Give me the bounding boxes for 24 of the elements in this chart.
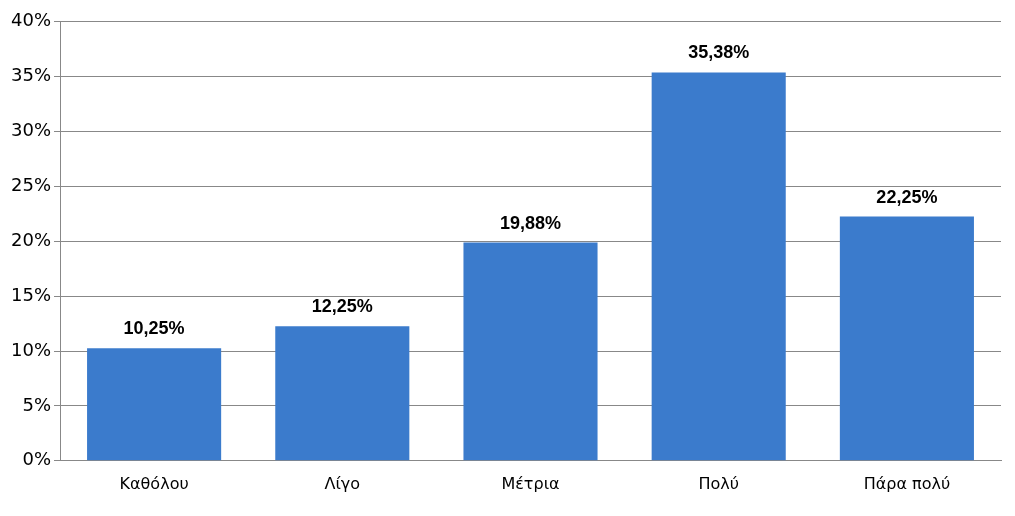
data-label: 19,88% (499, 212, 562, 233)
bar (463, 242, 598, 461)
x-tick-label: Πολύ (698, 473, 739, 493)
bar (275, 326, 410, 461)
y-tick-label: 5% (22, 393, 52, 415)
x-tick-label: Πάρα πολύ (863, 473, 951, 493)
data-label: 35,38% (688, 42, 750, 63)
y-tick-label: 10% (10, 338, 52, 360)
bar (87, 348, 222, 461)
y-tick-label: 30% (10, 119, 52, 141)
y-tick-label: 25% (10, 174, 52, 196)
x-tick-label: Καθόλου (119, 473, 189, 493)
y-tick-label: 15% (10, 283, 52, 305)
x-tick-label: Λίγο (324, 473, 361, 493)
bar (651, 72, 786, 461)
data-label: 22,25% (876, 186, 938, 207)
y-tick-label: 20% (10, 228, 52, 250)
data-label: 10,25% (123, 318, 185, 339)
data-label: 12,25% (311, 296, 373, 317)
bar (839, 216, 974, 461)
y-tick-label: 40% (10, 9, 52, 31)
x-tick-label: Μέτρια (501, 473, 560, 493)
y-tick-label: 0% (22, 448, 52, 470)
y-tick-label: 35% (10, 64, 52, 86)
